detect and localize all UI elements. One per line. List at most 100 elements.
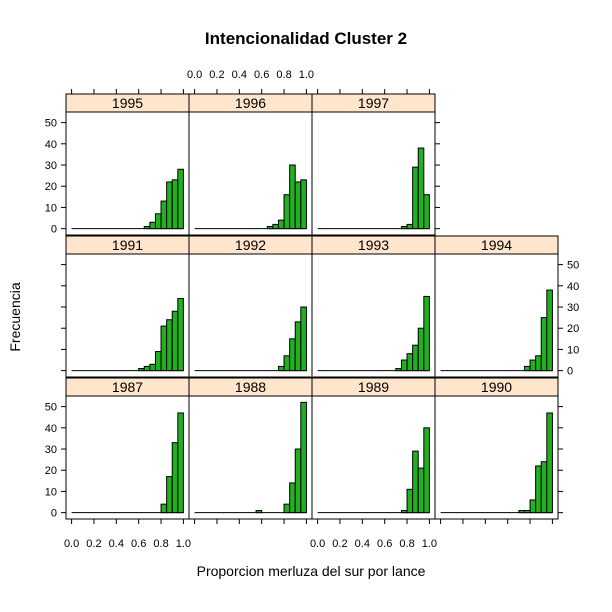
panel-strip-label: 1992 [235,237,266,253]
y-tick-label: 30 [567,302,579,314]
x-tick-label: 0.2 [332,538,347,550]
y-tick-label: 0 [51,224,57,236]
histogram-bar [529,359,537,372]
histogram-bar [400,226,408,230]
x-tick-label: 0.2 [86,538,101,550]
y-tick-label: 10 [567,344,579,356]
y-tick-label: 40 [45,423,57,435]
x-tick-label: 0.0 [187,69,202,81]
histogram-bar [540,317,548,372]
histogram-bar [523,510,531,514]
panel-strip-label: 1996 [235,95,266,111]
histogram-bar [535,355,542,372]
x-tick-label: 0.6 [131,538,146,550]
panel-frame [311,111,436,236]
histogram-bar [412,344,419,372]
panel-strip-label: 1995 [112,95,143,111]
y-tick-label: 20 [45,465,57,477]
histogram-bar [400,359,408,372]
histogram-bar [177,412,184,514]
panel-strip-label: 1993 [358,237,389,253]
histogram-bar [300,401,307,514]
y-tick-label: 30 [45,444,57,456]
histogram-bar [171,179,179,230]
x-tick-label: 0.2 [209,69,224,81]
histogram-bar [255,510,263,514]
y-tick-label: 50 [45,118,57,130]
histogram-bar [423,194,430,230]
y-tick-label: 10 [45,486,57,498]
histogram-bar [423,427,430,514]
histogram-bar [171,310,179,372]
panel-1997: 1997 [311,93,436,236]
histogram-bar [294,181,302,230]
histogram-bar [400,510,408,514]
panel-1995: 1995 [65,93,190,236]
histogram-bar [149,221,156,230]
x-tick-label: 0.4 [232,69,247,81]
histogram-bar [177,168,184,230]
y-tick-label: 40 [45,139,57,151]
histogram-bar [138,368,145,372]
panel-1992: 1992 [188,235,313,378]
histogram-bar [277,365,285,372]
histogram-bar [283,355,291,372]
x-tick-label: 1.0 [422,538,437,550]
histogram-bar [171,442,179,514]
histogram-bar [272,223,279,230]
histogram-bar [300,306,307,372]
histogram-bar [546,412,553,514]
panel-strip-label: 1988 [235,379,266,395]
x-tick-label: 0.8 [153,538,168,550]
x-tick-label: 0.4 [355,538,370,550]
histogram-bar [406,353,414,372]
y-tick-label: 40 [567,281,579,293]
histogram-bar [160,503,168,514]
x-tick-label: 0.0 [64,538,79,550]
histogram-bar [546,289,553,372]
histogram-bar [143,226,151,230]
histogram-bar [166,319,173,372]
panel-1993: 1993 [311,235,436,378]
histogram-bar [160,325,168,372]
histogram-bar [423,295,430,372]
panel-1990: 1990 [434,377,559,520]
panel-strip-label: 1990 [481,379,512,395]
histogram-bar [289,164,296,230]
histogram-bar [166,181,173,230]
histogram-bar [523,365,531,372]
histogram-bar [406,223,414,230]
panel-1987: 1987 [65,377,190,520]
histogram-bar [395,368,402,372]
x-tick-label: 1.0 [176,538,191,550]
axes-group: 0 10 20 30 40 50 0 10 20 30 40 50 0 10 20 30 40 50 0.0 0.2 0… [45,69,580,550]
histogram-bar [529,499,537,514]
y-tick-label: 0 [567,366,573,378]
panels-group: 1995 1996 1997 1991 1992 1993 1994 1987 1988 1989… [65,93,559,520]
y-tick-label: 50 [45,402,57,414]
x-tick-label: 0.4 [109,538,124,550]
x-tick-label: 0.8 [276,69,291,81]
histogram-bar [417,147,425,230]
x-tick-label: 0.6 [254,69,269,81]
histogram-bar [535,465,542,514]
histogram-bar [283,194,291,230]
histogram-bar [143,365,151,372]
x-tick-label: 0.0 [310,538,325,550]
panel-frame [434,395,559,520]
y-axis-label: Frecuencia [7,282,23,351]
histogram-bar [154,213,162,230]
histogram-bar [289,482,296,514]
histogram-bar [518,510,525,514]
panel-frame [434,253,559,378]
histogram-bar [300,179,307,230]
histogram-bar [166,476,173,514]
histogram-bar [266,226,274,230]
x-tick-label: 0.6 [377,538,392,550]
histogram-bar [412,450,419,514]
histogram-bar [294,448,302,514]
y-tick-label: 20 [45,181,57,193]
histogram-bar [160,200,168,230]
histogram-bar [177,298,184,372]
x-tick-label: 0.8 [399,538,414,550]
